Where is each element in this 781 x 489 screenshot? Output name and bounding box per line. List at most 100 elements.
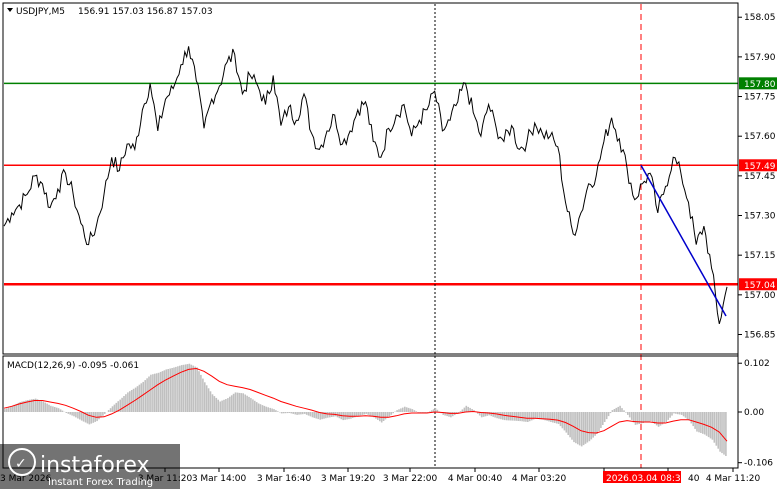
macd-bar — [659, 412, 662, 426]
symbol-dropdown-icon[interactable] — [7, 8, 13, 12]
macd-bar — [490, 412, 493, 417]
macd-bar — [115, 402, 118, 412]
macd-bar — [642, 412, 644, 423]
macd-bar — [173, 367, 175, 412]
macd-bar — [182, 364, 185, 412]
macd-bar — [655, 412, 658, 426]
macd-bar — [179, 365, 181, 412]
macd-bar — [288, 412, 291, 413]
macd-bar — [327, 412, 329, 418]
macd-bar — [546, 412, 548, 421]
macd-bar — [261, 405, 264, 412]
trend-line[interactable] — [640, 164, 727, 317]
macd-bar — [67, 412, 70, 414]
macd-bar — [317, 412, 319, 420]
macd-bar — [382, 412, 385, 421]
macd-bar — [32, 399, 35, 412]
macd-bar — [171, 368, 173, 412]
macd-bar — [302, 412, 304, 415]
macd-bar — [282, 412, 285, 414]
macd-bar — [100, 412, 102, 418]
macd-bar — [555, 412, 558, 424]
macd-bar — [630, 412, 633, 420]
macd-bar — [502, 412, 504, 420]
macd-bar — [167, 369, 169, 412]
macd-bar — [478, 412, 481, 416]
level-badge — [739, 278, 777, 291]
macd-bar — [232, 393, 235, 412]
macd-bar — [413, 410, 416, 412]
macd-bar — [657, 412, 660, 427]
macd-bar — [427, 412, 429, 413]
macd-signal-line — [3, 367, 728, 442]
macd-bar — [350, 412, 352, 419]
macd-bar — [544, 412, 546, 421]
macd-bar — [596, 412, 598, 434]
horizontal-levels[interactable] — [4, 82, 738, 286]
macd-bar — [323, 412, 325, 419]
macd-tick-label: -0.106 — [744, 459, 773, 469]
macd-bar — [480, 412, 483, 418]
macd-bar — [255, 402, 258, 412]
macd-bar — [196, 367, 198, 412]
macd-axis: 0.102 0.00 -0.106 — [738, 359, 773, 469]
time-tick-label: 4 Mar 03:20 — [512, 474, 567, 484]
macd-bar — [298, 412, 300, 415]
time-tick-label: 3 Mar 19:20 — [321, 474, 376, 484]
logo-icon-glyph: ✓ — [15, 456, 27, 472]
macd-bar — [577, 412, 579, 445]
macd-bar — [119, 399, 121, 412]
macd-bar — [154, 373, 156, 412]
macd-tick-label: 0.102 — [744, 359, 770, 369]
macd-bar — [125, 394, 127, 412]
macd-bar — [200, 374, 202, 412]
price-tick-label: 157.15 — [744, 251, 776, 261]
macd-bar — [663, 412, 666, 424]
macd-bar — [515, 412, 518, 421]
macd-bar — [619, 405, 621, 412]
macd-bar — [348, 412, 350, 420]
macd-bar — [725, 412, 727, 456]
macd-bar — [538, 412, 541, 420]
macd-bar — [705, 412, 708, 436]
current-time-label: 2026.03.04 08:35 — [606, 474, 686, 484]
current-time-badge: 2026.03.04 08:35 — [603, 471, 686, 484]
macd-bar — [627, 412, 629, 415]
price-panel[interactable]: USDJPY,M5 156.91 157.03 156.87 157.03 — [2, 2, 739, 468]
macd-bar — [361, 412, 364, 415]
macd-bar — [132, 388, 135, 412]
macd-bar — [177, 366, 179, 412]
macd-bar — [640, 412, 643, 424]
macd-bar — [644, 412, 646, 423]
macd-bar — [386, 412, 389, 418]
macd-bar — [57, 408, 60, 412]
macd-bar — [525, 412, 527, 422]
macd-bar — [671, 412, 673, 416]
macd-bar — [692, 412, 694, 427]
price-tick-label: 157.90 — [744, 53, 776, 63]
macd-bar — [477, 412, 479, 414]
macd-bar — [184, 364, 187, 412]
macd-bar — [523, 412, 525, 422]
macd-bar — [442, 412, 444, 415]
macd-bar — [98, 412, 100, 420]
macd-bar — [138, 384, 141, 412]
macd-bar — [392, 412, 394, 414]
macd-panel[interactable]: MACD(12,26,9) -0.095 -0.061 — [2, 355, 739, 469]
macd-bar — [355, 412, 358, 417]
macd-bar — [482, 412, 485, 417]
macd-bar — [213, 396, 216, 412]
macd-bar — [38, 400, 41, 412]
macd-bar — [582, 412, 585, 446]
macd-bar — [92, 412, 95, 423]
macd-bar — [688, 412, 691, 421]
macd-bar — [517, 412, 519, 421]
macd-bar — [234, 392, 237, 412]
macd-bar — [388, 412, 391, 417]
macd-bar — [396, 410, 398, 412]
macd-bar — [23, 401, 25, 412]
macd-bar — [494, 412, 496, 418]
macd-bar — [152, 374, 154, 412]
price-tick-label: 157.45 — [744, 172, 776, 182]
